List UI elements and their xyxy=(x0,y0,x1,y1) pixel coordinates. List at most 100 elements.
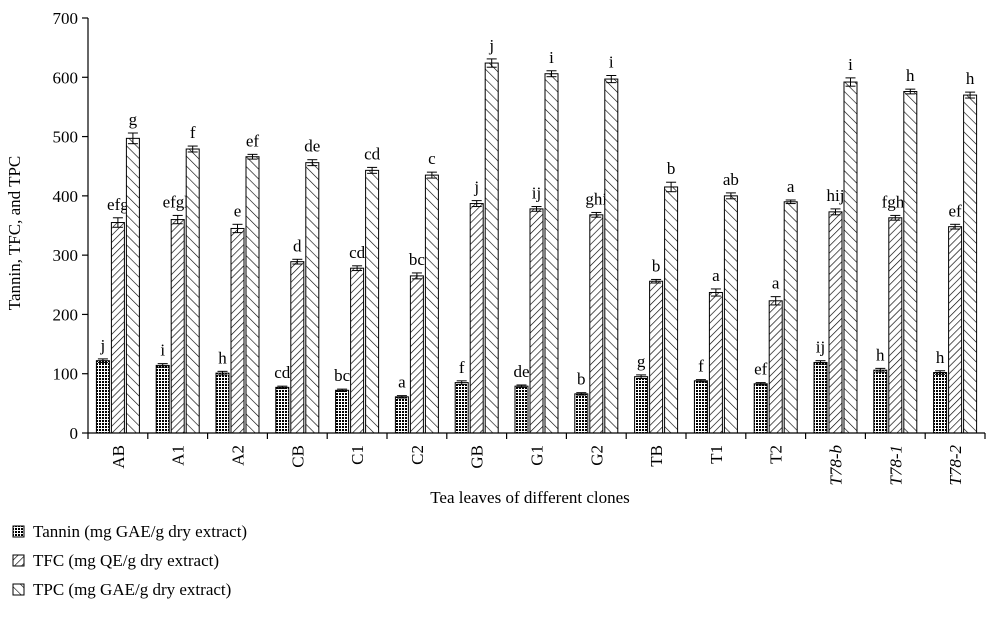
x-tick-label-text: C2 xyxy=(408,445,427,465)
significance-label: i xyxy=(848,55,853,74)
x-tick-label-text: G2 xyxy=(587,445,606,466)
significance-label: b xyxy=(652,256,661,275)
significance-label: cd xyxy=(349,243,366,262)
significance-label: h xyxy=(218,348,227,367)
bar-dots xyxy=(454,382,469,434)
legend-swatch xyxy=(12,525,25,538)
x-tick-label: G2 xyxy=(587,445,606,466)
legend-label: TFC (mg QE/g dry extract) xyxy=(33,551,219,570)
bar-forward-diagonal xyxy=(963,94,978,434)
significance-label: h xyxy=(876,345,885,364)
x-tick-label-text: A2 xyxy=(229,445,248,466)
y-tick-label: 500 xyxy=(53,128,79,147)
significance-label: i xyxy=(160,341,165,360)
legend-swatch xyxy=(12,554,25,567)
significance-label: h xyxy=(936,348,945,367)
significance-label: e xyxy=(234,201,242,220)
y-axis: 0 100 200 300 400 500 600 700 xyxy=(53,9,89,443)
bar-forward-diagonal xyxy=(604,78,619,434)
bar-back-diagonal xyxy=(529,208,544,434)
bar-dots xyxy=(394,396,409,434)
bar-dots xyxy=(753,383,768,434)
bar-forward-diagonal xyxy=(664,186,679,434)
significance-label: f xyxy=(459,358,465,377)
bar-forward-diagonal xyxy=(484,62,499,434)
significance-label: j xyxy=(473,178,479,197)
y-tick-label: 400 xyxy=(53,187,79,206)
bar-forward-diagonal xyxy=(125,137,140,434)
bar-dots xyxy=(574,393,589,434)
bar-forward-diagonal xyxy=(365,169,380,434)
significance-label: ab xyxy=(723,170,739,189)
significance-label: fghi xyxy=(882,192,910,211)
x-tick-label-text: T78- xyxy=(827,453,846,485)
significance-label: cd xyxy=(274,363,291,382)
significance-label: f xyxy=(698,357,704,376)
bar-back-diagonal xyxy=(170,219,185,434)
x-tick-label: A1 xyxy=(169,445,188,466)
bar-back-diagonal xyxy=(649,280,664,434)
bar-dots xyxy=(95,360,110,434)
significance-label: i xyxy=(549,48,554,67)
bar-forward-diagonal xyxy=(723,195,738,434)
bar-back-diagonal xyxy=(469,203,484,434)
significance-label: h xyxy=(906,66,915,85)
bar-forward-diagonal xyxy=(245,156,260,434)
significance-label: cd xyxy=(364,144,381,163)
significance-label: f xyxy=(190,123,196,142)
y-tick-label: 700 xyxy=(53,9,79,28)
significance-label: g xyxy=(637,352,646,371)
x-tick-label-text: T2 xyxy=(767,445,786,464)
bar-forward-diagonal xyxy=(305,162,320,434)
x-tick-label-text: A1 xyxy=(169,445,188,466)
significance-label: i xyxy=(609,53,614,72)
x-tick-label-text: GB xyxy=(468,445,487,469)
x-tick-label: T2 xyxy=(767,445,786,464)
x-tick-label: TB xyxy=(647,445,666,467)
bar-back-diagonal xyxy=(708,291,723,434)
bar-forward-diagonal xyxy=(544,73,559,434)
x-tick-label: AB xyxy=(109,445,128,469)
bar-dots xyxy=(155,364,170,434)
significance-label: h xyxy=(966,69,975,88)
bar-back-diagonal xyxy=(110,222,125,434)
bar-back-diagonal xyxy=(948,226,963,434)
bar-back-diagonal xyxy=(888,217,903,434)
significance-label: de xyxy=(513,362,529,381)
y-tick-label: 200 xyxy=(53,305,79,324)
x-tick-label: CB xyxy=(288,445,307,468)
significance-label: ij xyxy=(532,184,541,203)
significance-label: bc xyxy=(334,366,351,385)
x-tick-label-text: C1 xyxy=(348,445,367,465)
bar-back-diagonal xyxy=(589,214,604,434)
significance-label: ef xyxy=(754,360,768,379)
significance-label: a xyxy=(712,266,720,285)
significance-label: ef xyxy=(246,131,260,150)
bar-dots xyxy=(933,372,948,434)
significance-label: a xyxy=(398,373,406,392)
x-tick-label-text: AB xyxy=(109,445,128,469)
significance-label: ef xyxy=(948,201,962,220)
significance-label: d xyxy=(293,236,302,255)
significance-label: de xyxy=(304,137,320,156)
x-axis: AB A1 A2 CB C1 C2 GB G1 G2 TB T1 T2 T78-b T78-1 T78-2 xyxy=(87,432,986,486)
bar-dots xyxy=(873,369,888,434)
x-tick-label: T78-b xyxy=(827,445,846,486)
legend-swatch xyxy=(12,583,25,596)
x-tick-label: C2 xyxy=(408,445,427,465)
bar-forward-diagonal xyxy=(843,81,858,434)
bar-dots xyxy=(514,385,529,434)
y-tick-label: 100 xyxy=(53,365,79,384)
significance-label: efgh xyxy=(163,192,194,211)
bar-dots xyxy=(335,389,350,434)
significance-label: c xyxy=(428,149,436,168)
x-tick-label: T78-1 xyxy=(886,445,905,486)
legend-label: TPC (mg GAE/g dry extract) xyxy=(33,580,231,599)
y-tick-label: 0 xyxy=(70,424,79,443)
y-axis-title: Tannin, TFC, and TPC xyxy=(5,156,24,311)
bar-dots xyxy=(275,386,290,434)
y-tick-label: 600 xyxy=(53,68,79,87)
bar-forward-diagonal xyxy=(185,148,200,434)
